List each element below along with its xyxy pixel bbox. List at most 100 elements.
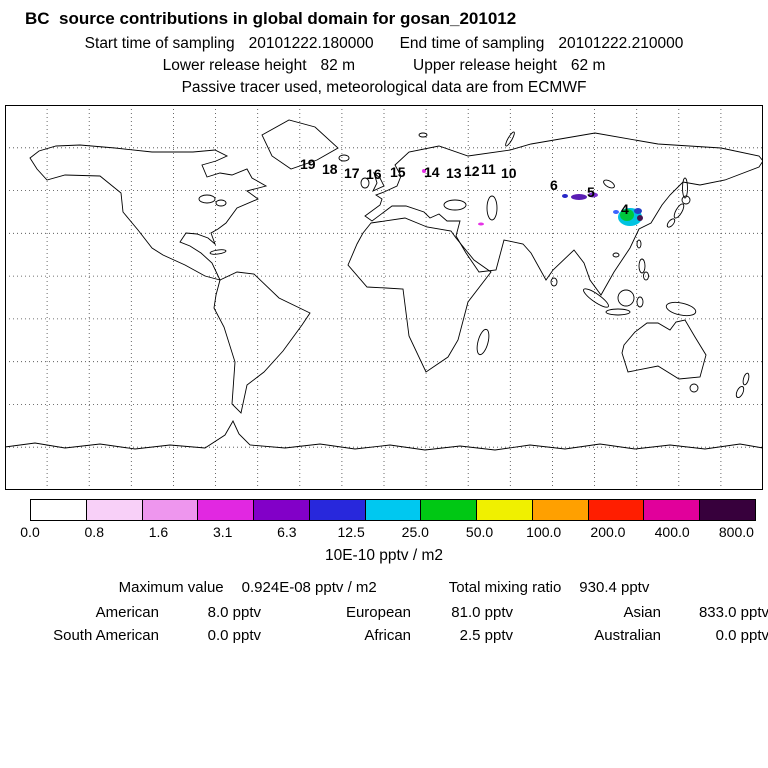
colorbar-tick-label: 400.0 bbox=[654, 524, 690, 540]
island-taiwan bbox=[636, 239, 642, 249]
colorbar-cell bbox=[588, 500, 645, 520]
trajectory-label: 12 bbox=[464, 163, 480, 179]
colorbar-tick-label: 25.0 bbox=[401, 524, 429, 540]
colorbar-tick-label: 50.0 bbox=[465, 524, 494, 540]
world-map-svg: 19 18 17 16 15 14 13 12 11 10 6 5 4 bbox=[5, 105, 763, 490]
trajectory-labels: 19 18 17 16 15 14 13 12 11 10 6 5 4 bbox=[300, 156, 629, 217]
colorbar-tick-label: 3.1 bbox=[212, 524, 233, 540]
map-frame bbox=[5, 105, 763, 490]
plume-blob bbox=[422, 169, 426, 173]
lake-caspian bbox=[486, 195, 498, 221]
island-novaya-zemlya bbox=[505, 131, 515, 147]
trajectory-label: 11 bbox=[481, 161, 496, 177]
end-time: End time of sampling 20101222.210000 bbox=[400, 35, 684, 53]
plume-blob bbox=[613, 210, 619, 214]
plume-blob bbox=[637, 215, 643, 221]
colorbar-tick-label: 1.6 bbox=[148, 524, 169, 540]
end-time-value: 20101222.210000 bbox=[558, 35, 684, 52]
island-iceland bbox=[338, 154, 350, 162]
lake-baikal bbox=[603, 179, 615, 189]
colorbar-tick-label: 12.5 bbox=[337, 524, 365, 540]
lower-release-label: Lower release height bbox=[162, 57, 307, 74]
trajectory-label: 18 bbox=[322, 161, 338, 177]
sampling-times-line: Start time of sampling 20101222.180000 E… bbox=[0, 35, 768, 53]
region-name: South American bbox=[53, 627, 159, 644]
colorbar-cell bbox=[365, 500, 422, 520]
colorbar-cell bbox=[86, 500, 143, 520]
colorbar-tick-label: 6.3 bbox=[277, 524, 297, 540]
plume-blob bbox=[478, 222, 484, 226]
region-name: European bbox=[345, 604, 411, 621]
colorbar-cell bbox=[254, 500, 310, 520]
end-time-label: End time of sampling bbox=[399, 35, 545, 52]
island-sri-lanka bbox=[550, 277, 558, 287]
colorbar-tick-label: 0.8 bbox=[84, 524, 104, 540]
trajectory-label: 19 bbox=[300, 156, 316, 172]
maximum-label: Maximum value bbox=[118, 579, 224, 596]
tracer-note: Passive tracer used, meteorological data… bbox=[181, 79, 587, 96]
start-time: Start time of sampling 20101222.180000 bbox=[85, 35, 374, 53]
trajectory-label: 14 bbox=[424, 164, 440, 180]
upper-release-value: 62 m bbox=[570, 57, 606, 74]
colorbar-cell bbox=[477, 500, 533, 520]
sea-black bbox=[443, 199, 467, 211]
release-heights-line: Lower release height 82 m Upper release … bbox=[0, 57, 768, 75]
coastline-south-america bbox=[213, 271, 311, 414]
plume-blob bbox=[634, 208, 642, 214]
island-java bbox=[605, 308, 631, 316]
region-value: 81.0 pptv bbox=[451, 604, 513, 621]
trajectory-label: 15 bbox=[390, 164, 406, 180]
colorbar-tick-label: 800.0 bbox=[718, 524, 754, 540]
region-value: 8.0 pptv bbox=[207, 604, 261, 621]
plume-blob bbox=[620, 209, 634, 221]
coastline-antarctica bbox=[5, 420, 763, 451]
region-contributions: American 8.0 pptv European 81.0 pptv Asian 83… bbox=[0, 604, 768, 644]
colorbar-cell bbox=[421, 500, 478, 520]
island-kyushu bbox=[666, 218, 676, 228]
island-sakhalin bbox=[682, 177, 688, 199]
stats-summary-row: Maximum value 0.924E-08 pptv / m2 Total … bbox=[0, 579, 768, 596]
lower-release-value: 82 m bbox=[320, 57, 355, 74]
region-name: Australian bbox=[594, 627, 661, 644]
trajectory-label: 6 bbox=[550, 177, 558, 193]
colorbar-cell bbox=[142, 500, 199, 520]
colorbar-tick-label: 100.0 bbox=[526, 524, 562, 540]
colorbar: 0.0 0.8 1.6 3.1 6.3 12.5 25.0 50.0 100.0 200.0 400… bbox=[20, 499, 756, 542]
statistics: Maximum value 0.924E-08 pptv / m2 Total … bbox=[0, 579, 768, 644]
region-value: 2.5 pptv bbox=[459, 627, 513, 644]
lower-release: Lower release height 82 m bbox=[163, 57, 355, 75]
start-time-value: 20101222.180000 bbox=[248, 35, 374, 52]
tracer-note-line: Passive tracer used, meteorological data… bbox=[0, 79, 768, 97]
island-new-zealand-north bbox=[742, 372, 750, 386]
coastline-eurasia bbox=[364, 132, 763, 296]
colorbar-cell bbox=[700, 500, 755, 520]
island-cuba bbox=[209, 249, 227, 255]
colorbar-tick-label: 200.0 bbox=[590, 524, 626, 540]
island-new-zealand-south bbox=[735, 385, 745, 399]
island-ireland bbox=[360, 177, 370, 189]
plume-blob bbox=[571, 194, 587, 200]
colorbar-cell bbox=[198, 500, 255, 520]
coastline-africa bbox=[347, 217, 492, 373]
plume-overlay bbox=[422, 169, 643, 226]
trajectory-label: 16 bbox=[366, 166, 382, 182]
island-philippines bbox=[638, 258, 646, 274]
trajectory-label: 13 bbox=[446, 165, 462, 181]
colorbar-cell bbox=[532, 500, 589, 520]
coastline-australia bbox=[621, 319, 707, 380]
island-borneo bbox=[617, 289, 635, 307]
colorbar-cells bbox=[30, 499, 756, 521]
colorbar-cell bbox=[644, 500, 701, 520]
plume-blob bbox=[588, 192, 598, 198]
colorbar-cell bbox=[309, 500, 366, 520]
lake-great-lakes bbox=[198, 194, 216, 204]
coastline-greenland bbox=[261, 119, 339, 170]
region-name: African bbox=[364, 627, 411, 644]
maximum-value: 0.924E-08 pptv / m2 bbox=[241, 579, 377, 596]
region-name: American bbox=[95, 604, 159, 621]
region-value: 833.0 pptv bbox=[698, 604, 768, 621]
total-mixing-value: 930.4 pptv bbox=[579, 579, 650, 596]
figure-title: BC source contributions in global domain… bbox=[25, 9, 517, 28]
plume-blob bbox=[562, 194, 568, 198]
